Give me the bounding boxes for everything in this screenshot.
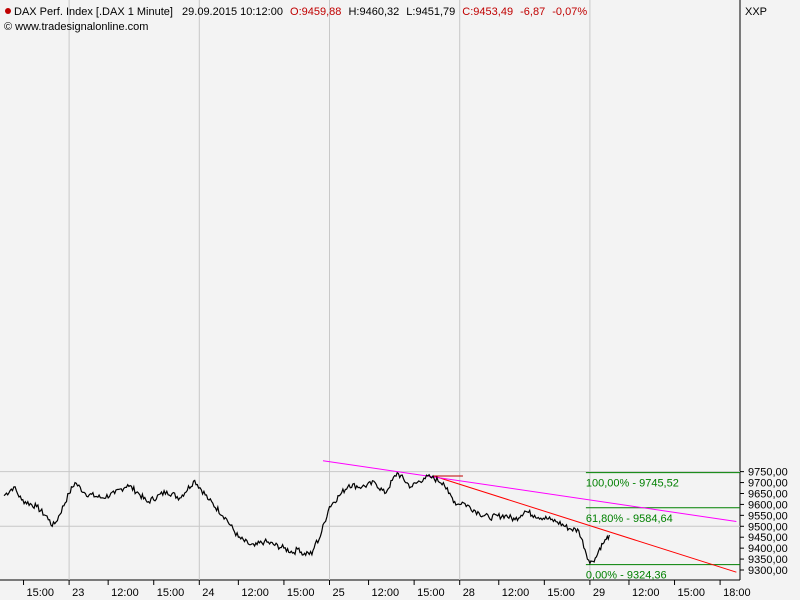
x-tick-label: 25 [333,587,345,599]
x-tick-label: 24 [202,587,214,599]
header-source: © www.tradesignalonline.com [4,21,148,33]
y-tick-label: 9700,00 [748,478,788,490]
y-tick-label: 9650,00 [748,488,788,500]
price-line [3,471,610,566]
x-tick-label: 23 [72,587,84,599]
header-change-pct: -0,07% [552,6,587,18]
fib-level-label: 100,00% - 9745,52 [586,478,679,490]
x-tick-label: 12:00 [632,587,660,599]
x-tick-label: 12:00 [241,587,269,599]
x-tick-label: 15:00 [27,587,55,599]
y-axis: 9300,009350,009400,009450,009500,009550,… [740,467,788,577]
y-tick-label: 9600,00 [748,499,788,511]
header-low: L:9451,79 [406,6,455,18]
y-tick-label: 9550,00 [748,510,788,522]
x-tick-label: 18:00 [723,587,751,599]
x-axis: 15:00 23 12:00 15:00 24 12:00 15:00 25 12:00 15:0… [23,580,751,599]
header-datetime: 29.09.2015 10:12:00 [182,6,283,18]
trendline-magenta [322,460,737,522]
y-tick-label: 9350,00 [748,554,788,566]
trendlines [322,460,737,573]
y-tick-label: 9750,00 [748,467,788,479]
x-tick-label: 28 [463,587,475,599]
y-tick-label: 9400,00 [748,543,788,555]
header-marker-icon [5,8,11,14]
x-tick-label: 15:00 [678,587,706,599]
svg-text:DAX Perf. Index [.DAX 1 Minut: DAX Perf. Index [.DAX 1 Minute] 29.09.20… [14,6,587,18]
x-tick-label: 15:00 [287,587,315,599]
header-open: O:9459,88 [290,6,341,18]
trendline-red [433,475,737,573]
header-high: H:9460,32 [348,6,399,18]
x-tick-label: 12:00 [111,587,139,599]
x-tick-label: 15:00 [157,587,185,599]
y-tick-label: 9450,00 [748,532,788,544]
x-tick-label: 12:00 [372,587,400,599]
x-tick-label: 15:00 [547,587,575,599]
fibonacci-levels: 100,00% - 9745,52 61,80% - 9584,64 0,00% -… [585,472,740,582]
x-tick-label: 15:00 [417,587,445,599]
fib-level-label: 61,80% - 9584,64 [586,513,673,525]
fib-level-label: 0,00% - 9324,36 [586,570,667,582]
x-tick-label: 12:00 [502,587,530,599]
axis-unit: XXP [745,6,767,18]
header-close: C:9453,49 [462,6,513,18]
grid-lines [0,0,741,581]
header-instrument: DAX Perf. Index [.DAX 1 Minute] [14,6,173,18]
x-tick-label: 29 [593,587,605,599]
y-tick-label: 9500,00 [748,521,788,533]
header-change: -6,87 [520,6,545,18]
y-tick-label: 9300,00 [748,565,788,577]
price-series [3,471,610,566]
